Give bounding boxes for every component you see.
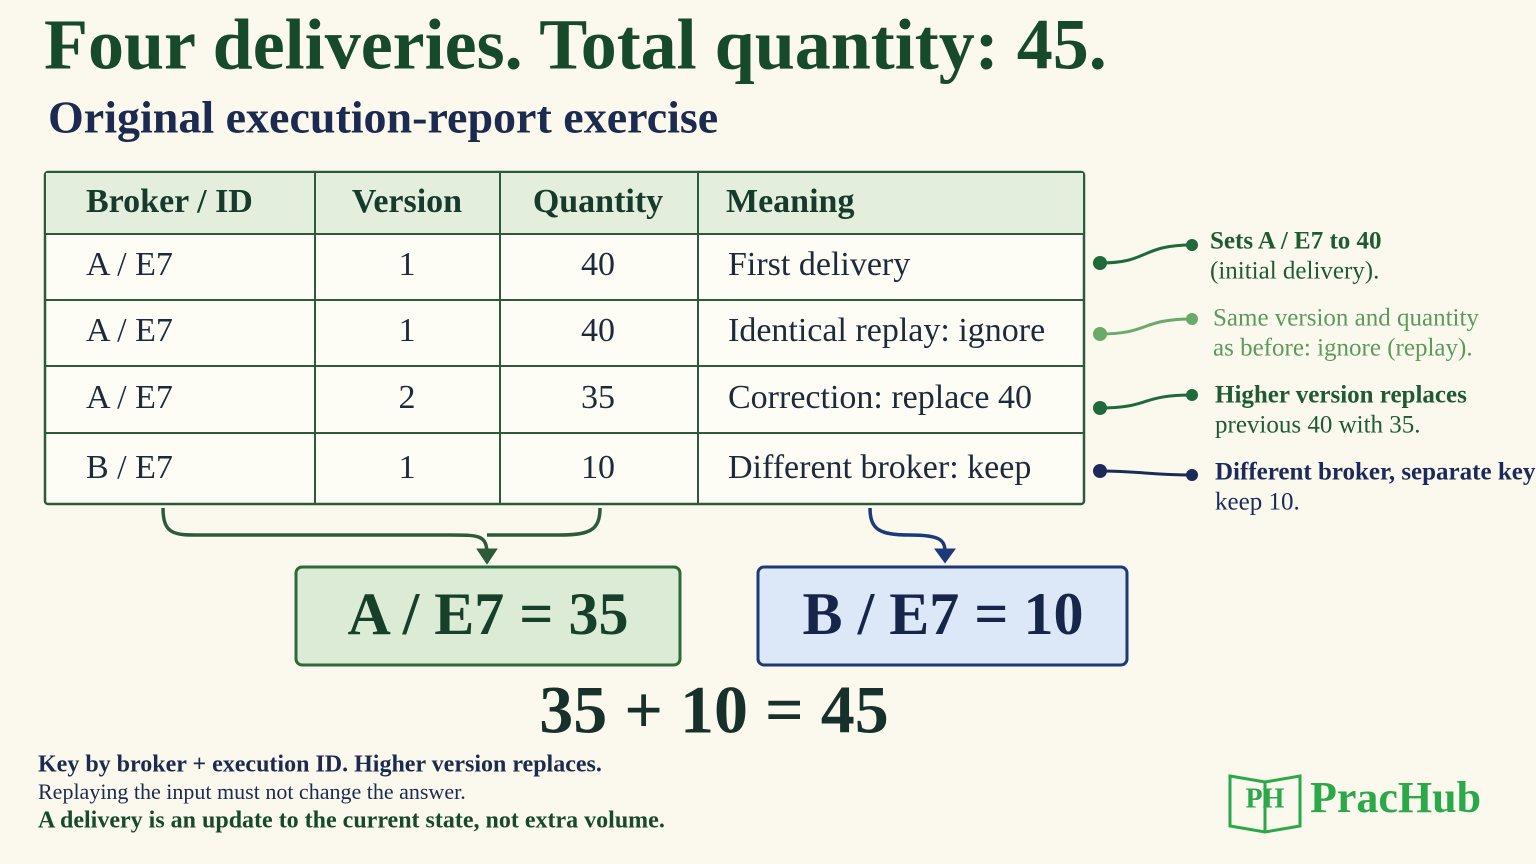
table-cell: First delivery [728, 246, 910, 283]
column-header: Meaning [726, 183, 854, 220]
table-frame [43, 170, 1086, 506]
bracket [161, 507, 602, 556]
logo-name: PracHub [1310, 773, 1481, 822]
result-box [756, 565, 1129, 667]
annotation-line: as before: ignore (replay). [1213, 335, 1473, 362]
column-header: Broker / ID [86, 183, 253, 220]
column-header: Version [352, 183, 462, 220]
table-cell: 35 [581, 379, 615, 416]
table-cell: Correction: replace 40 [728, 379, 1032, 416]
arrow [868, 507, 947, 553]
annotation-line: previous 40 with 35. [1215, 412, 1421, 439]
annotation-line: Higher version replaces [1215, 382, 1467, 409]
arrow-head [476, 548, 498, 565]
arrow-head [934, 548, 956, 564]
table-cell: A / E7 [86, 312, 173, 349]
column-header: Quantity [533, 183, 663, 220]
logo: PH PracHub [1228, 773, 1481, 834]
annotation-line: Different broker, separate key: [1215, 459, 1536, 486]
connector-dots [1093, 239, 1198, 481]
table: Broker / ID Version Quantity Meaning A / E7 1… [86, 183, 1045, 486]
logo-icon-text: PH [1246, 783, 1285, 814]
footer-line: A delivery is an update to the current s… [38, 808, 665, 834]
logo-icon [1228, 774, 1302, 834]
result-box [294, 565, 682, 667]
annotation-line: (initial delivery). [1210, 258, 1379, 285]
table-cell: A / E7 [86, 379, 173, 416]
footer-line: Key by broker + execution ID. Higher ver… [38, 752, 602, 778]
table-cell: 40 [581, 312, 615, 349]
annotation-line: Sets A / E7 to 40 [1210, 228, 1382, 255]
annotation-line: Same version and quantity [1213, 305, 1479, 332]
table-cell: B / E7 [86, 449, 173, 486]
annotation-line: keep 10. [1215, 489, 1300, 516]
table-cell: 1 [399, 312, 416, 349]
annotations: Sets A / E7 to 40 (initial delivery). Same… [1210, 228, 1536, 516]
title: Four deliveries. Total quantity: 45. [44, 5, 1107, 85]
table-cell: A / E7 [86, 246, 173, 283]
footer-line: Replaying the input must not change the … [38, 779, 466, 804]
table-cell: 10 [581, 449, 615, 486]
table-cell: Different broker: keep [728, 449, 1031, 486]
subtitle: Original execution-report exercise [48, 92, 718, 143]
table-cell: 40 [581, 246, 615, 283]
result-text: B / E7 = 10 [803, 581, 1084, 647]
table-grid [45, 172, 1084, 504]
table-header-bg [46, 173, 1083, 234]
table-cell: 2 [399, 379, 416, 416]
table-cell: 1 [399, 449, 416, 486]
connectors [1099, 243, 1193, 477]
table-cell: Identical replay: ignore [728, 312, 1045, 349]
equation: 35 + 10 = 45 [539, 672, 889, 748]
result-text: A / E7 = 35 [348, 581, 629, 647]
table-cell: 1 [399, 246, 416, 283]
